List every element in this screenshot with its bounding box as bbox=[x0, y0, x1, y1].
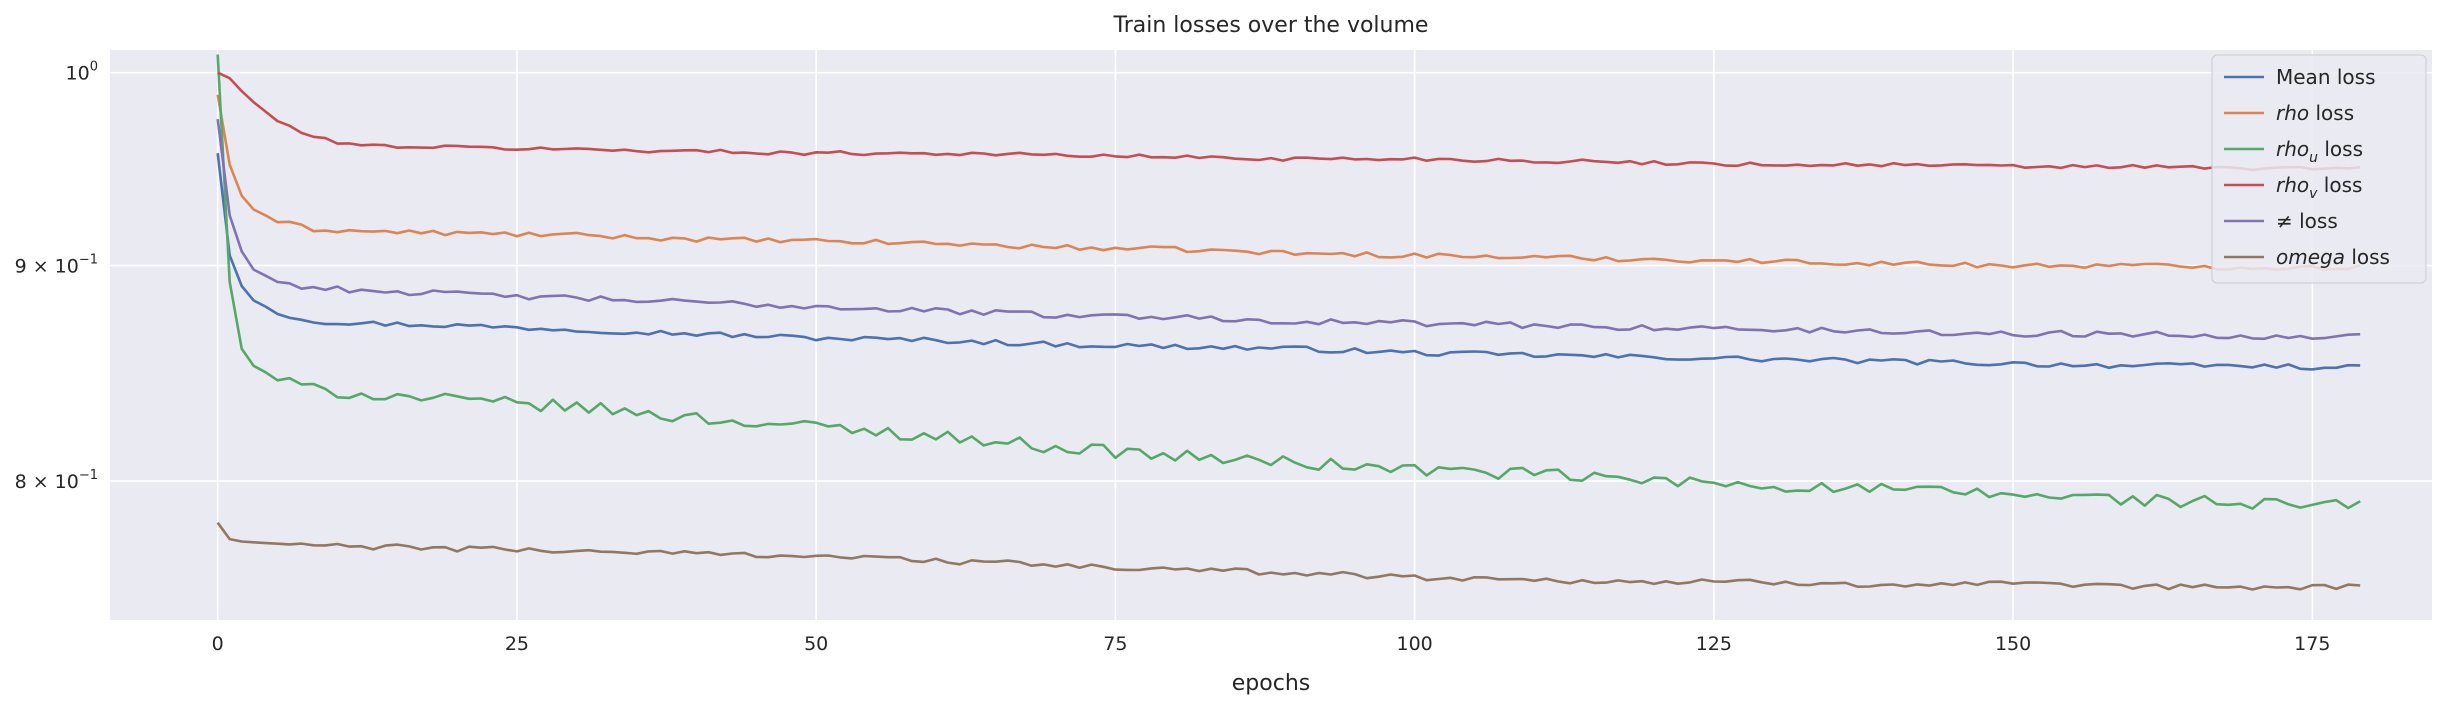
legend-entry: Mean loss bbox=[2276, 65, 2375, 89]
x-tick-label: 25 bbox=[505, 633, 529, 655]
y-tick-labels: 100 9 × 10−1 8 × 10−1 bbox=[15, 60, 98, 493]
x-tick-label: 100 bbox=[1396, 633, 1432, 655]
series-line-5 bbox=[216, 521, 2361, 591]
chart-title: Train losses over the volume bbox=[1113, 13, 1429, 38]
series-layer bbox=[216, 54, 2361, 591]
x-tick-label: 125 bbox=[1696, 633, 1732, 655]
plot-area bbox=[110, 50, 2432, 620]
series-line-1 bbox=[216, 94, 2361, 271]
legend-entry: rho loss bbox=[2276, 101, 2354, 125]
x-tick-label: 150 bbox=[1995, 633, 2031, 655]
legend-entry: ≠ loss bbox=[2276, 209, 2338, 233]
x-tick-label: 0 bbox=[212, 633, 224, 655]
legend-entry: rhou loss bbox=[2276, 137, 2363, 166]
legend-entry: rhov loss bbox=[2276, 173, 2362, 202]
x-tick-label: 175 bbox=[2294, 633, 2330, 655]
x-tick-label: 50 bbox=[804, 633, 828, 655]
y-tick-label: 100 bbox=[66, 60, 98, 85]
series-line-2 bbox=[216, 54, 2361, 510]
y-tick-label: 8 × 10−1 bbox=[15, 468, 98, 493]
legend: Mean loss rho loss rhou loss rhov loss ≠ los… bbox=[2211, 54, 2427, 284]
legend-box bbox=[2211, 54, 2427, 284]
x-tick-label: 75 bbox=[1103, 633, 1127, 655]
y-tick-label: 9 × 10−1 bbox=[15, 253, 98, 278]
series-line-0 bbox=[216, 153, 2361, 371]
x-tick-labels: 0 25 50 75 100 125 150 175 bbox=[212, 633, 2331, 655]
series-line-3 bbox=[217, 71, 2361, 172]
series-line-4 bbox=[216, 118, 2361, 341]
legend-entry: omega loss bbox=[2276, 245, 2390, 269]
x-axis-label: epochs bbox=[1232, 671, 1310, 696]
